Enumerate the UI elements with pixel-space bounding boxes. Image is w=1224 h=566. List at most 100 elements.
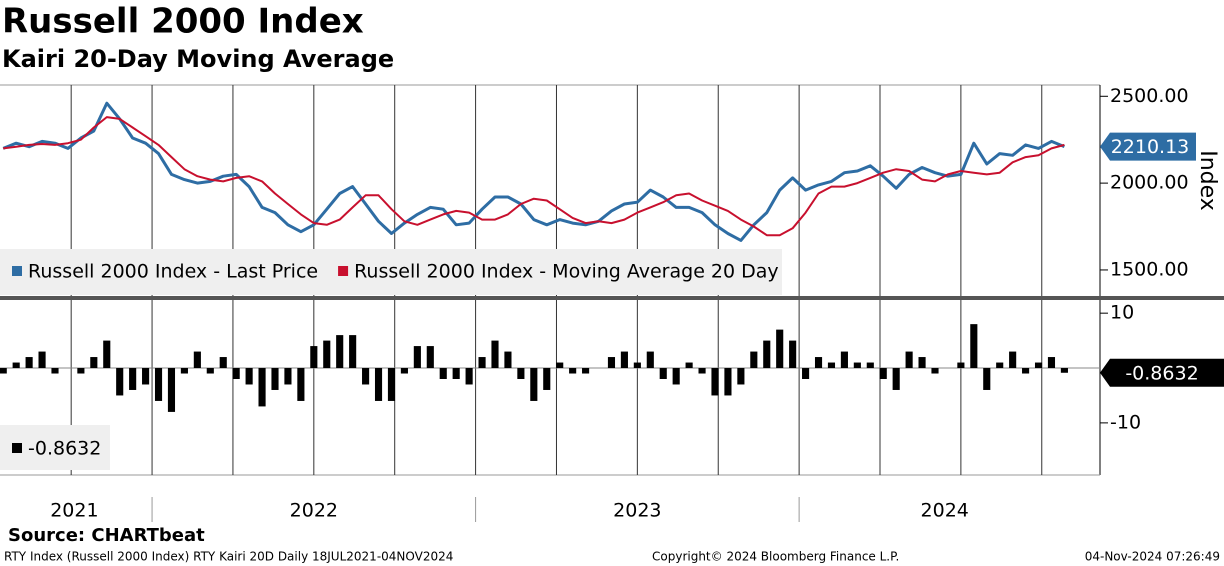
bar	[931, 368, 939, 374]
legend-swatch	[12, 266, 22, 276]
bar	[879, 368, 887, 379]
bar	[789, 340, 797, 369]
bar	[154, 368, 163, 401]
bar	[219, 357, 227, 369]
bar	[737, 368, 745, 385]
bar	[167, 368, 176, 412]
bar	[996, 362, 1004, 369]
last-value-label: -0.8632	[1125, 362, 1198, 384]
bar	[116, 368, 124, 396]
legend-box	[0, 249, 782, 295]
copyright: Copyright© 2024 Bloomberg Finance L.P.	[652, 550, 899, 564]
timestamp: 04-Nov-2024 07:26:49	[1085, 550, 1220, 564]
bar	[750, 351, 758, 369]
bar	[633, 362, 641, 369]
bar	[970, 324, 978, 369]
bar	[504, 351, 512, 369]
bar	[646, 351, 654, 369]
bar	[698, 368, 706, 374]
bar	[1022, 368, 1030, 374]
bar	[607, 357, 616, 369]
legend-label: Russell 2000 Index - Last Price	[28, 261, 318, 283]
y-axis-label: Index	[1195, 150, 1220, 211]
last-value-tag	[1100, 358, 1224, 387]
bar	[840, 351, 848, 369]
x-tick-label: 2021	[50, 500, 98, 522]
bar	[905, 351, 913, 369]
bar	[983, 368, 991, 390]
legend-swatch	[12, 443, 22, 453]
bar	[763, 340, 771, 369]
bar	[258, 368, 266, 407]
bar	[802, 368, 810, 379]
bar	[1009, 351, 1017, 369]
bar	[1047, 357, 1056, 369]
legend-label: Russell 2000 Index - Moving Average 20 D…	[354, 261, 779, 283]
bar	[90, 357, 98, 369]
bar	[776, 329, 784, 369]
bar	[129, 368, 137, 390]
panel-divider	[0, 296, 1224, 300]
bar	[323, 340, 331, 369]
bar	[297, 368, 305, 401]
bar	[452, 368, 460, 379]
last-value-tag	[1100, 132, 1196, 161]
bar	[349, 335, 357, 369]
bar	[866, 362, 874, 369]
bar	[530, 368, 538, 401]
bar	[180, 368, 188, 374]
legend-swatch	[338, 266, 349, 276]
bar	[478, 357, 486, 369]
bar	[38, 351, 46, 369]
bar	[362, 368, 370, 385]
line-series	[3, 116, 1065, 237]
bar	[1060, 368, 1068, 373]
x-tick-label: 2022	[290, 500, 338, 522]
bar	[142, 368, 150, 385]
bar	[556, 362, 564, 369]
bar	[439, 368, 447, 379]
bar	[310, 346, 318, 369]
y-tick-label: -10	[1110, 411, 1141, 433]
bar	[569, 368, 577, 374]
bar	[400, 368, 408, 374]
bar	[672, 368, 680, 385]
bar	[374, 368, 383, 401]
footer-description: RTY Index (Russell 2000 Index) RTY Kairi…	[4, 550, 453, 564]
x-tick-label: 2024	[921, 500, 969, 522]
chart-subtitle: Kairi 20-Day Moving Average	[2, 45, 394, 73]
line-series	[2, 101, 1065, 242]
bar	[413, 346, 421, 369]
bar	[724, 368, 732, 396]
bar	[271, 368, 279, 390]
bar	[25, 357, 33, 369]
bar	[465, 368, 473, 385]
bar	[517, 368, 525, 379]
bar	[491, 340, 499, 369]
y-tick-label: 2500.00	[1110, 85, 1189, 107]
bar	[957, 362, 965, 369]
bar	[659, 368, 667, 379]
bar	[103, 340, 111, 369]
legend-label: -0.8632	[28, 438, 101, 460]
bar	[336, 335, 344, 369]
bar	[193, 351, 201, 369]
chart-title: Russell 2000 Index	[2, 2, 364, 42]
bar	[711, 368, 719, 396]
y-tick-label: 2000.00	[1110, 172, 1189, 194]
bar	[814, 357, 823, 369]
bar	[620, 351, 628, 369]
bar	[543, 368, 551, 390]
x-tick-label: 2023	[613, 500, 661, 522]
bar	[685, 362, 693, 369]
bar	[918, 357, 926, 369]
bar	[582, 368, 590, 374]
bar	[245, 368, 253, 385]
bar	[853, 362, 861, 369]
bar	[232, 368, 240, 379]
bar	[0, 368, 7, 374]
bar	[1034, 362, 1043, 369]
bar	[12, 362, 20, 369]
bar	[206, 368, 214, 374]
